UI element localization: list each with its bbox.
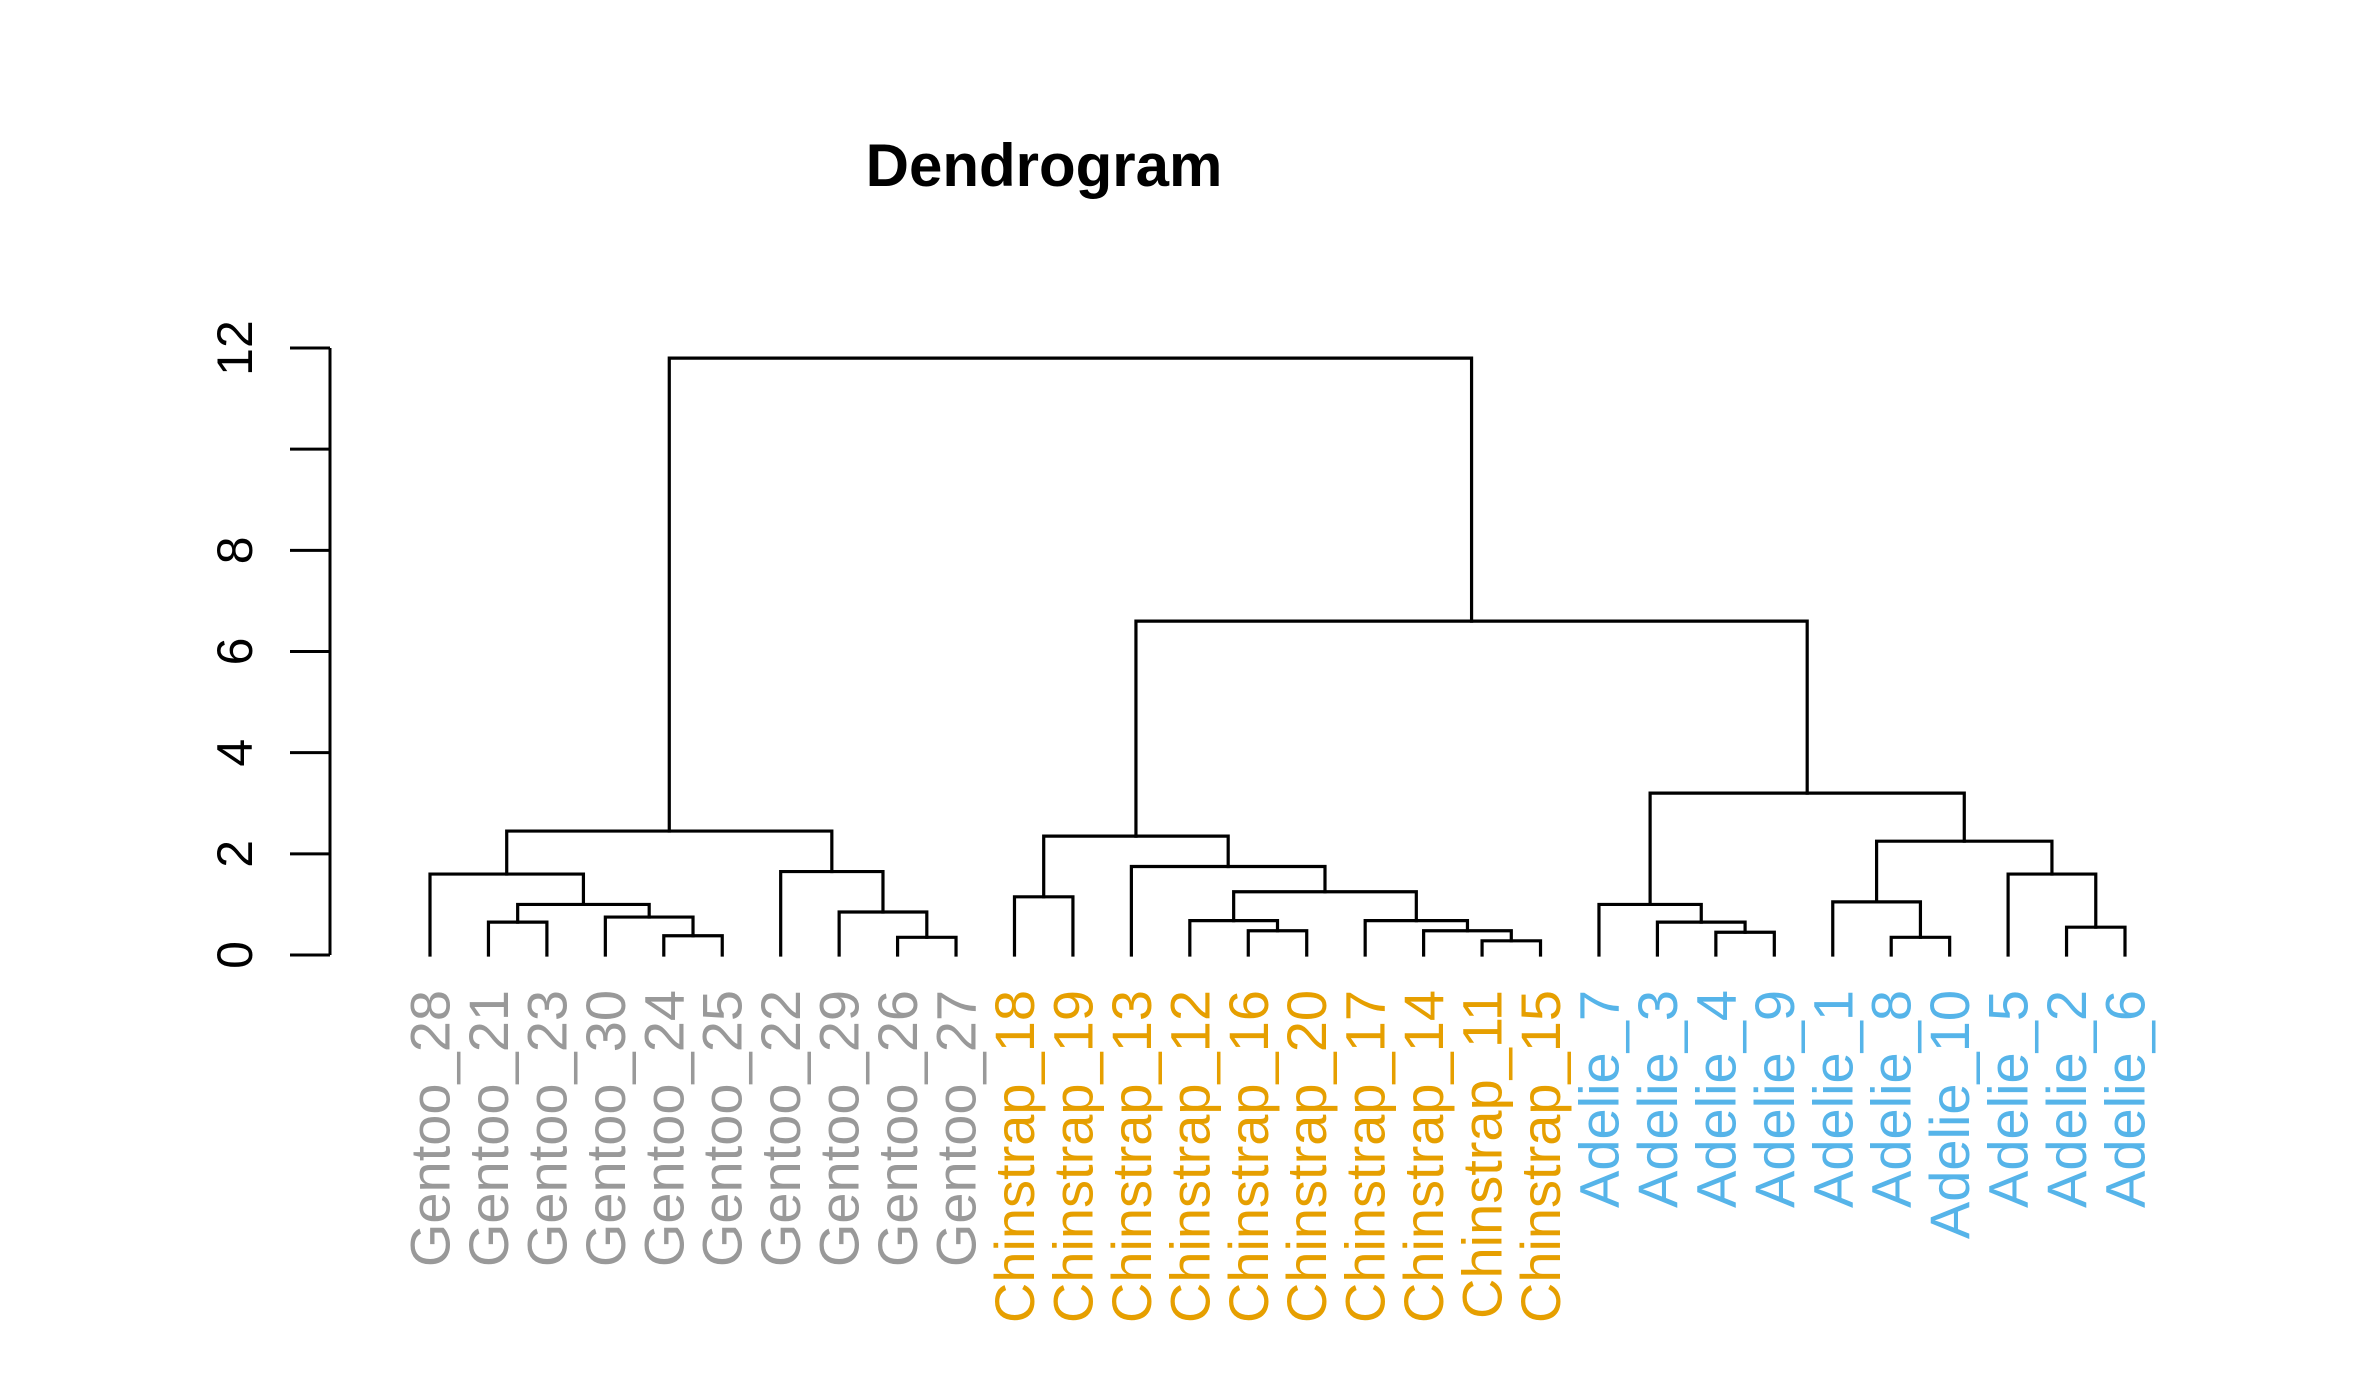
leaf-label: Chinstrap_19: [1041, 990, 1104, 1323]
leaf-label: Adelie_6: [2094, 990, 2157, 1208]
dendrogram-branches: [428, 356, 2127, 957]
dendrogram-branch: [1831, 900, 1923, 957]
leaf-label: Chinstrap_12: [1158, 990, 1221, 1323]
dendrogram-branch: [428, 872, 586, 957]
leaf-label: Gentoo_26: [866, 990, 929, 1267]
leaf-label: Gentoo_25: [691, 990, 754, 1267]
leaf-label: Gentoo_22: [749, 990, 812, 1267]
dendrogram-branch: [486, 920, 549, 957]
dendrogram-branch: [1714, 930, 1776, 957]
leaf-label: Adelie_5: [1977, 990, 2040, 1208]
dendrogram-branch: [1246, 929, 1309, 957]
leaf-labels: Gentoo_28Gentoo_21Gentoo_23Gentoo_30Gent…: [399, 990, 2157, 1323]
dendrogram-branch: [667, 356, 1474, 833]
dendrogram-branch: [1648, 791, 1966, 907]
leaf-label: Chinstrap_18: [983, 990, 1046, 1323]
dendrogram-branch: [1597, 902, 1703, 957]
y-tick-label: 6: [207, 638, 263, 666]
leaf-label: Gentoo_24: [632, 990, 695, 1267]
dendrogram-branch: [1134, 619, 1809, 838]
y-tick-label: 8: [207, 536, 263, 564]
dendrogram-branch: [662, 934, 724, 957]
dendrogram-branch: [1012, 895, 1075, 957]
dendrogram-branch: [1188, 919, 1280, 957]
dendrogram-branch: [1422, 929, 1513, 957]
dendrogram-branch: [1480, 939, 1543, 957]
leaf-label: Gentoo_29: [808, 990, 871, 1267]
dendrogram-branch: [1889, 935, 1952, 957]
dendrogram-branch: [2006, 872, 2098, 957]
dendrogram-branch: [1129, 864, 1327, 957]
y-tick-label: 4: [207, 739, 263, 767]
leaf-label: Adelie_3: [1626, 990, 1689, 1208]
leaf-label: Gentoo_27: [925, 990, 988, 1267]
dendrogram-branch: [1363, 919, 1470, 957]
y-tick-label: 2: [207, 840, 263, 868]
leaf-label: Adelie_4: [1684, 990, 1747, 1208]
dendrogram-branch: [505, 829, 834, 876]
dendrogram-branch: [1874, 839, 2054, 904]
leaf-label: Adelie_2: [2035, 990, 2098, 1208]
y-tick-label: 12: [207, 320, 263, 376]
leaf-label: Adelie_9: [1743, 990, 1806, 1208]
leaf-label: Chinstrap_11: [1451, 990, 1514, 1319]
leaf-label: Gentoo_28: [399, 990, 462, 1267]
leaf-label: Gentoo_23: [515, 990, 578, 1267]
dendrogram-branch: [1232, 890, 1418, 923]
y-tick-label: 0: [207, 941, 263, 969]
dendrogram-branch: [895, 935, 958, 957]
dendrogram-branch: [1655, 920, 1747, 957]
y-axis: 0 2 4 6 8 12: [207, 320, 332, 969]
dendrogram-branch: [837, 910, 929, 957]
leaf-label: Gentoo_30: [574, 990, 637, 1267]
leaf-label: Chinstrap_20: [1275, 990, 1338, 1323]
leaf-label: Chinstrap_14: [1392, 990, 1455, 1323]
leaf-label: Chinstrap_13: [1100, 990, 1163, 1323]
leaf-label: Chinstrap_16: [1217, 990, 1280, 1323]
dendrogram-branch: [2064, 925, 2127, 957]
leaf-label: Adelie_8: [1860, 990, 1923, 1208]
leaf-label: Adelie_10: [1918, 990, 1981, 1239]
leaf-label: Gentoo_21: [457, 990, 520, 1267]
leaf-label: Adelie_1: [1801, 990, 1864, 1208]
chart-title: Dendrogram: [866, 132, 1223, 199]
leaf-label: Chinstrap_15: [1509, 990, 1572, 1323]
leaf-label: Chinstrap_17: [1334, 990, 1397, 1323]
leaf-label: Adelie_7: [1567, 990, 1630, 1208]
dendrogram-branch: [516, 902, 651, 924]
